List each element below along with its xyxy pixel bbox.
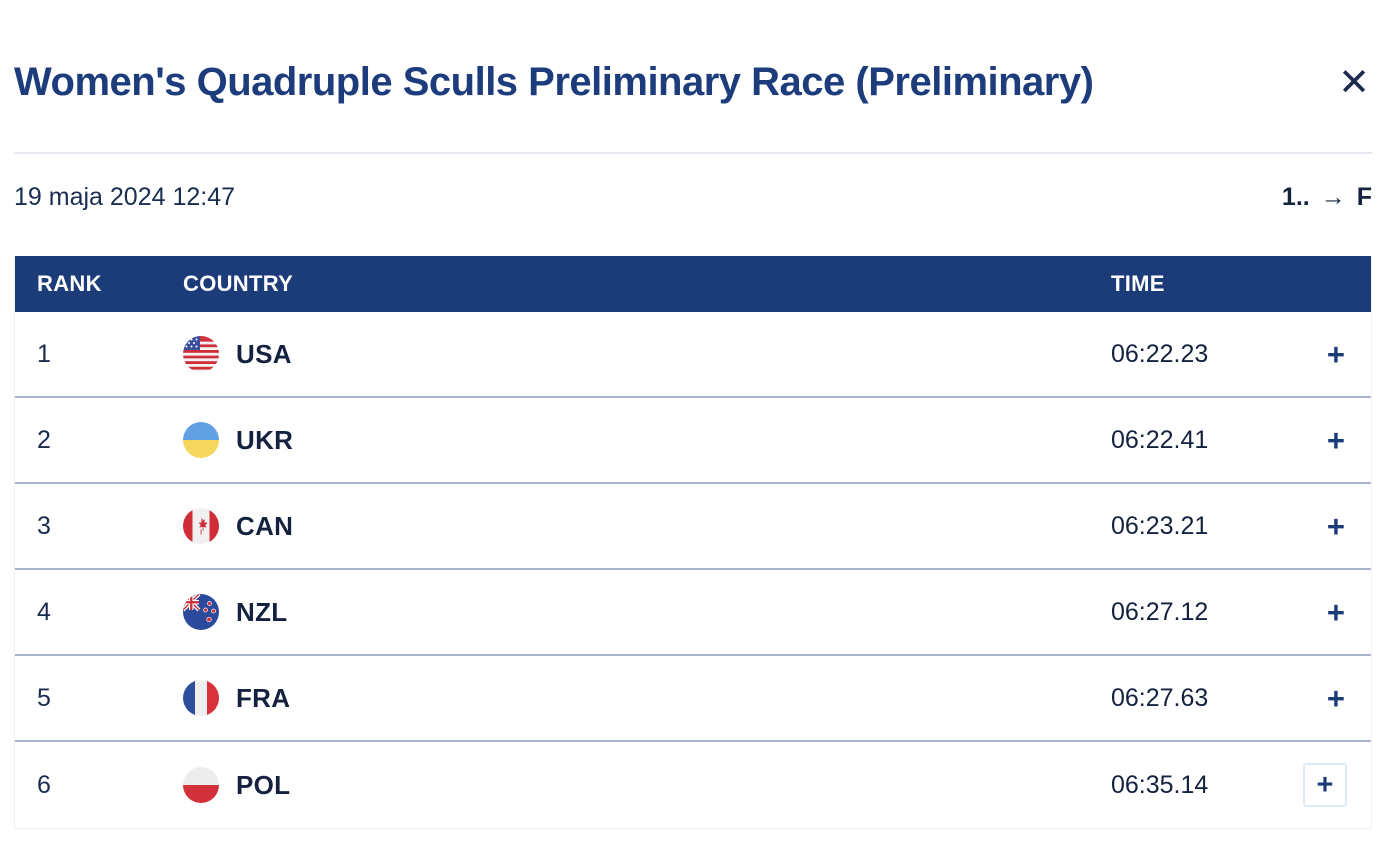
race-datetime: 19 maja 2024 12:47	[14, 183, 236, 211]
time-value: 06:23.21	[1111, 511, 1209, 540]
canada-flag-icon	[183, 508, 219, 544]
ukraine-flag-icon	[183, 422, 219, 458]
results-table: RANK COUNTRY TIME 1	[14, 256, 1372, 829]
expand-row-button[interactable]: +	[1326, 336, 1345, 372]
country-cell: NZL	[183, 594, 1111, 630]
country-cell: USA	[183, 336, 1111, 372]
country-cell: POL	[183, 767, 1111, 803]
new-zealand-flag-icon	[183, 594, 219, 630]
header-time: TIME	[1111, 271, 1165, 296]
race-progression: 1.. → F	[1282, 183, 1372, 212]
expand-row-button[interactable]: +	[1326, 594, 1345, 630]
header-rank: RANK	[37, 271, 102, 296]
table-row: 1	[15, 312, 1371, 398]
table-row: 4	[15, 570, 1371, 656]
rank-value: 5	[37, 683, 51, 712]
table-header: RANK COUNTRY TIME	[15, 256, 1371, 312]
header-country: COUNTRY	[183, 271, 294, 296]
country-code: FRA	[236, 682, 291, 713]
country-cell: CAN	[183, 508, 1111, 544]
table-row: 2 UKR 06:22.41 +	[15, 398, 1371, 484]
rank-value: 1	[37, 339, 51, 368]
rank-value: 3	[37, 511, 51, 540]
meta-row: 19 maja 2024 12:47 1.. → F	[14, 183, 1372, 212]
table-row: 5 FRA 06:27.63 +	[15, 656, 1371, 742]
country-cell: UKR	[183, 422, 1111, 458]
time-value: 06:22.41	[1111, 425, 1209, 454]
close-icon[interactable]: ✕	[1338, 56, 1372, 102]
rank-value: 6	[37, 770, 51, 799]
country-code: POL	[236, 769, 291, 800]
race-results-modal: Women's Quadruple Sculls Preliminary Rac…	[14, 0, 1372, 829]
country-code: USA	[236, 338, 292, 369]
right-arrow-icon: →	[1320, 183, 1346, 211]
country-code: NZL	[236, 596, 288, 627]
expand-row-button[interactable]: +	[1326, 508, 1345, 544]
france-flag-icon	[183, 680, 219, 716]
time-value: 06:22.23	[1111, 339, 1209, 368]
title-row: Women's Quadruple Sculls Preliminary Rac…	[14, 0, 1372, 108]
time-value: 06:27.63	[1111, 683, 1209, 712]
rank-value: 4	[37, 597, 51, 626]
usa-flag-icon	[183, 336, 219, 372]
page-title: Women's Quadruple Sculls Preliminary Rac…	[14, 60, 1094, 104]
title-divider	[14, 152, 1372, 154]
table-row: 3 CAN 06:23.21 +	[15, 484, 1371, 570]
time-value: 06:27.12	[1111, 597, 1209, 626]
progression-final: F	[1356, 183, 1372, 211]
table-row: 6 POL 06:35.14 +	[15, 742, 1371, 828]
country-cell: FRA	[183, 680, 1111, 716]
country-code: UKR	[236, 424, 294, 455]
country-code: CAN	[236, 510, 294, 541]
expand-row-button[interactable]: +	[1326, 422, 1345, 458]
time-value: 06:35.14	[1111, 770, 1209, 799]
expand-row-button[interactable]: +	[1326, 680, 1345, 716]
rank-value: 2	[37, 425, 51, 454]
poland-flag-icon	[183, 767, 219, 803]
expand-row-button[interactable]: +	[1303, 763, 1347, 807]
progression-stage: 1..	[1281, 183, 1310, 211]
